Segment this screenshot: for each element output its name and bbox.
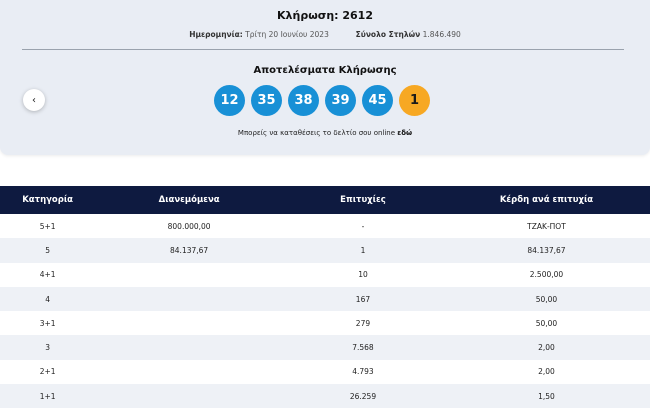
prize-table: Κατηγορία Διανεμόμενα Επιτυχίες Κέρδη αν… [0, 186, 650, 409]
cell-distributed [95, 287, 283, 311]
cell-prize: 1,50 [538, 391, 555, 401]
draw-meta: Ημερομηνία: Τρίτη 20 Ιουνίου 2023 Σύνολο… [0, 30, 650, 39]
cell-distributed: 800.000,00 [167, 221, 211, 231]
cell-distributed [95, 311, 283, 335]
number-ball: 38 [288, 85, 319, 116]
results-title: Αποτελέσματα Κλήρωσης [253, 65, 397, 76]
number-ball: 12 [214, 85, 245, 116]
date-value: Τρίτη 20 Ιουνίου 2023 [245, 30, 329, 39]
joker-ball: 1 [399, 85, 430, 116]
columns-value: 1.846.490 [422, 30, 461, 39]
cell-prize: 50,00 [535, 294, 558, 304]
header-category: Κατηγορία [22, 195, 73, 205]
chevron-left-icon: ‹ [32, 94, 36, 106]
previous-draw-button[interactable]: ‹ [23, 89, 45, 111]
draw-summary-card: Κλήρωση: 2612 Ημερομηνία: Τρίτη 20 Ιουνί… [0, 0, 650, 155]
cell-winners: 4.793 [352, 367, 374, 377]
cell-category: 3+1 [39, 318, 56, 328]
cell-prize: 2.500,00 [529, 270, 564, 280]
promo-text: Μπορείς να καταθέσεις το δελτίο σου onli… [237, 129, 396, 137]
cell-distributed [95, 335, 283, 359]
cell-category: 4 [45, 294, 50, 304]
divider [22, 49, 624, 50]
number-ball: 35 [251, 85, 282, 116]
table-header-row: Κατηγορία Διανεμόμενα Επιτυχίες Κέρδη αν… [0, 186, 650, 214]
table-row: 4 167 50,00 [0, 286, 650, 312]
cell-category: 1+1 [39, 391, 56, 401]
cell-category: 5+1 [39, 221, 56, 231]
cell-distributed: 84.137,67 [170, 245, 209, 255]
table-row: 5+1 800.000,00 - ΤΖΑΚ-ΠΟΤ [0, 214, 650, 239]
header-distributed: Διανεμόμενα [158, 195, 220, 205]
number-ball: 45 [362, 85, 393, 116]
cell-prize: 84.137,67 [527, 245, 566, 255]
cell-category: 3 [45, 343, 50, 353]
table-row: 3 7.568 2,00 [0, 335, 650, 360]
cell-distributed [95, 384, 283, 408]
date-label: Ημερομηνία: [189, 30, 243, 39]
cell-winners: 10 [358, 270, 368, 280]
table-row: 2+1 4.793 2,00 [0, 359, 650, 385]
cell-prize: 2,00 [538, 367, 555, 377]
header-winners: Επιτυχίες [340, 195, 386, 205]
cell-winners: 167 [355, 294, 371, 304]
cell-winners: - [361, 221, 365, 231]
number-ball: 39 [325, 85, 356, 116]
cell-category: 2+1 [39, 367, 56, 377]
cell-category: 4+1 [39, 270, 56, 280]
header-prize-per-winner: Κέρδη ανά επιτυχία [499, 195, 594, 205]
cell-prize: 50,00 [535, 318, 558, 328]
cell-winners: 1 [360, 245, 366, 255]
table-row: 3+1 279 50,00 [0, 311, 650, 336]
cell-distributed [95, 263, 283, 287]
promo-link[interactable]: εδώ [397, 129, 413, 137]
table-row: 5 84.137,67 1 84.137,67 [0, 238, 650, 263]
cell-category: 5 [45, 245, 50, 255]
prize-table-container: Κατηγορία Διανεμόμενα Επιτυχίες Κέρδη αν… [0, 186, 650, 409]
cell-winners: 279 [355, 318, 371, 328]
draw-title: Κλήρωση: 2612 [277, 9, 373, 22]
winning-numbers: 12 35 38 39 45 1 [214, 85, 430, 116]
cell-prize: 2,00 [538, 343, 555, 353]
columns-label: Σύνολο Στηλών [355, 30, 421, 39]
cell-winners: 7.568 [352, 343, 374, 353]
online-promo: Μπορείς να καταθέσεις το δελτίο σου onli… [0, 129, 650, 137]
table-row: 1+1 26.259 1,50 [0, 384, 650, 409]
cell-prize: ΤΖΑΚ-ΠΟΤ [527, 221, 566, 231]
table-row: 4+1 10 2.500,00 [0, 262, 650, 287]
cell-winners: 26.259 [349, 391, 377, 401]
cell-distributed [95, 360, 283, 384]
